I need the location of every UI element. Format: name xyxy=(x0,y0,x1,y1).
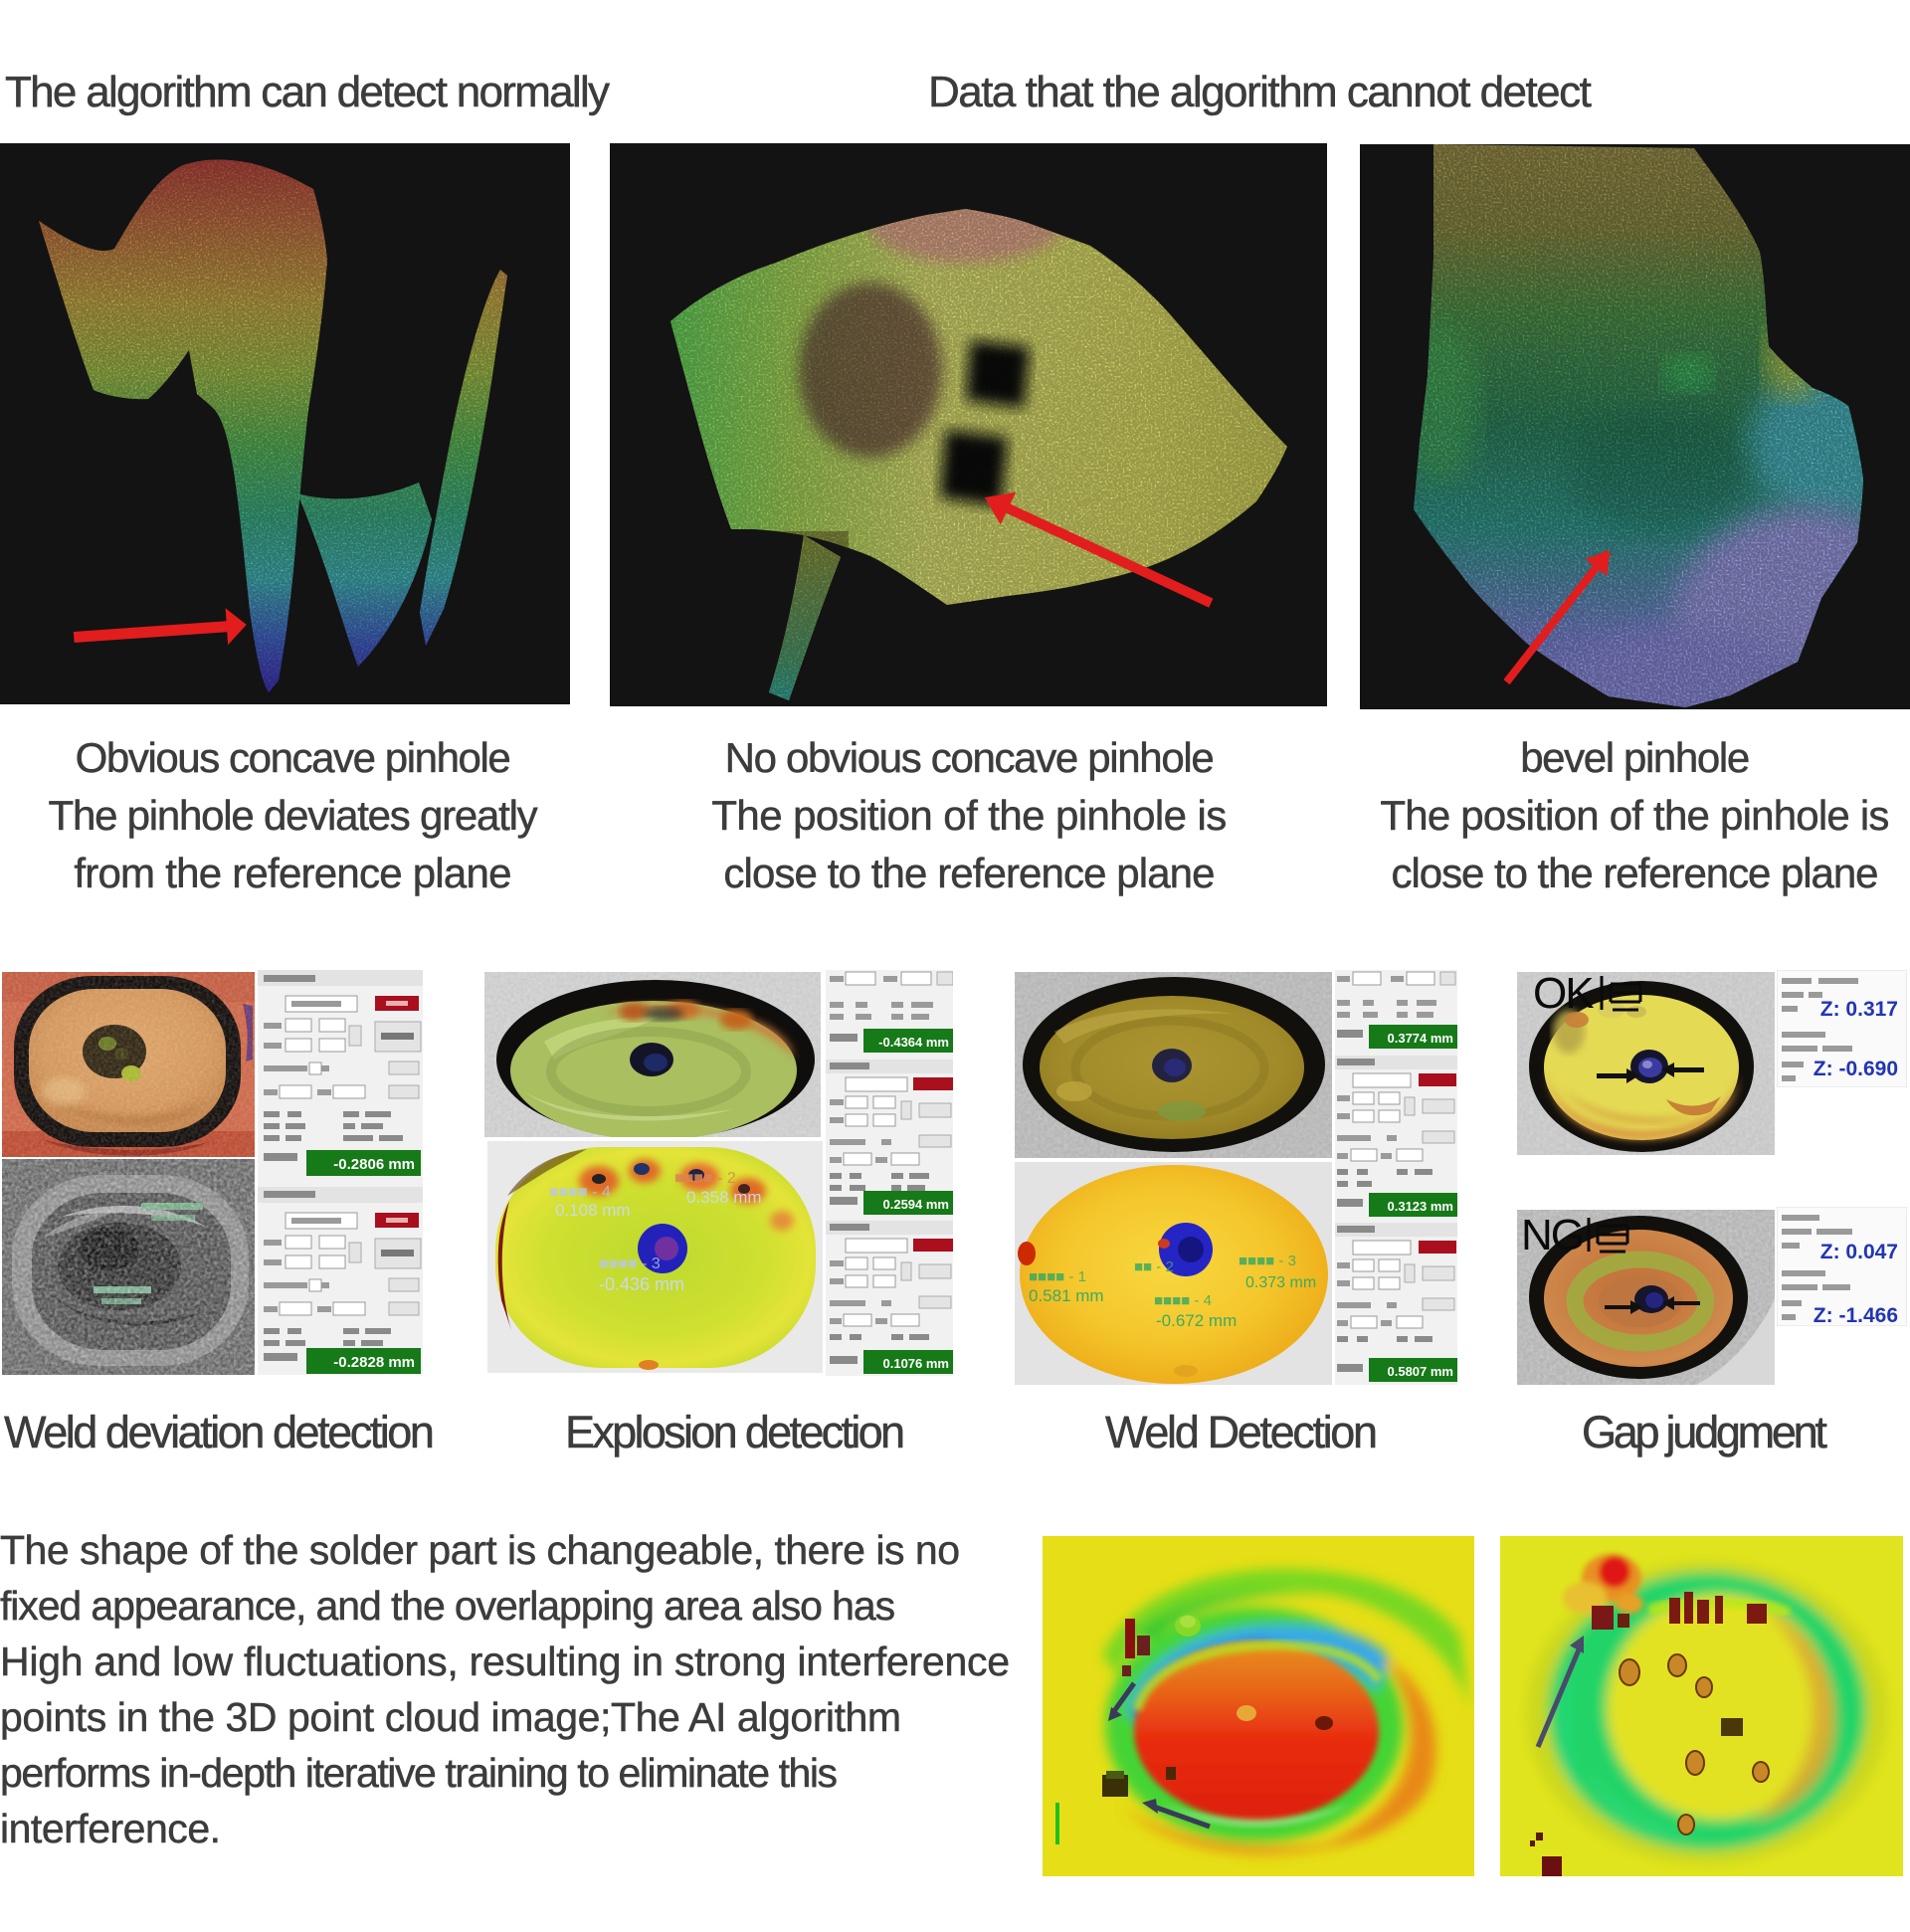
svg-text:■■■■ - 3: ■■■■ - 3 xyxy=(1239,1253,1296,1269)
svg-text:Z: 0.047: Z: 0.047 xyxy=(1820,1241,1898,1263)
svg-text:0.3123 mm: 0.3123 mm xyxy=(1388,1199,1454,1214)
svg-text:■■■■ - 2: ■■■■ - 2 xyxy=(674,1170,736,1187)
svg-text:■■■■ - 4: ■■■■ - 4 xyxy=(549,1184,611,1201)
svg-text:0.5807 mm: 0.5807 mm xyxy=(1388,1364,1454,1379)
svg-text:-0.2806 mm: -0.2806 mm xyxy=(333,1156,415,1173)
svg-text:0.373 mm: 0.373 mm xyxy=(1245,1274,1316,1291)
svg-text:0.581 mm: 0.581 mm xyxy=(1029,1286,1104,1305)
svg-text:-0.4364 mm: -0.4364 mm xyxy=(878,1035,949,1050)
svg-text:■■ - 2: ■■ - 2 xyxy=(1134,1258,1174,1275)
svg-text:-0.672 mm: -0.672 mm xyxy=(1156,1311,1237,1330)
svg-text:OK: OK xyxy=(1533,972,1594,1018)
svg-text:Z: 0.317: Z: 0.317 xyxy=(1820,998,1898,1021)
svg-text:-0.436 mm: -0.436 mm xyxy=(599,1274,684,1294)
svg-text:■■■■ - 4: ■■■■ - 4 xyxy=(1154,1292,1212,1309)
svg-text:0.3774 mm: 0.3774 mm xyxy=(1388,1031,1454,1046)
svg-text:NG: NG xyxy=(1521,1211,1583,1259)
svg-text:0.1076 mm: 0.1076 mm xyxy=(883,1356,950,1371)
svg-text:-0.2828 mm: -0.2828 mm xyxy=(333,1354,415,1371)
svg-text:0.2594 mm: 0.2594 mm xyxy=(883,1197,950,1212)
svg-text:0.358 mm: 0.358 mm xyxy=(686,1188,762,1207)
svg-text:■■■■ - 1: ■■■■ - 1 xyxy=(1029,1268,1086,1285)
svg-text:■■■■ - 3: ■■■■ - 3 xyxy=(599,1256,661,1272)
svg-text:Z: -0.690: Z: -0.690 xyxy=(1814,1058,1898,1080)
svg-text:0.108 mm: 0.108 mm xyxy=(555,1201,631,1220)
svg-text:Z: -1.466: Z: -1.466 xyxy=(1814,1304,1898,1326)
